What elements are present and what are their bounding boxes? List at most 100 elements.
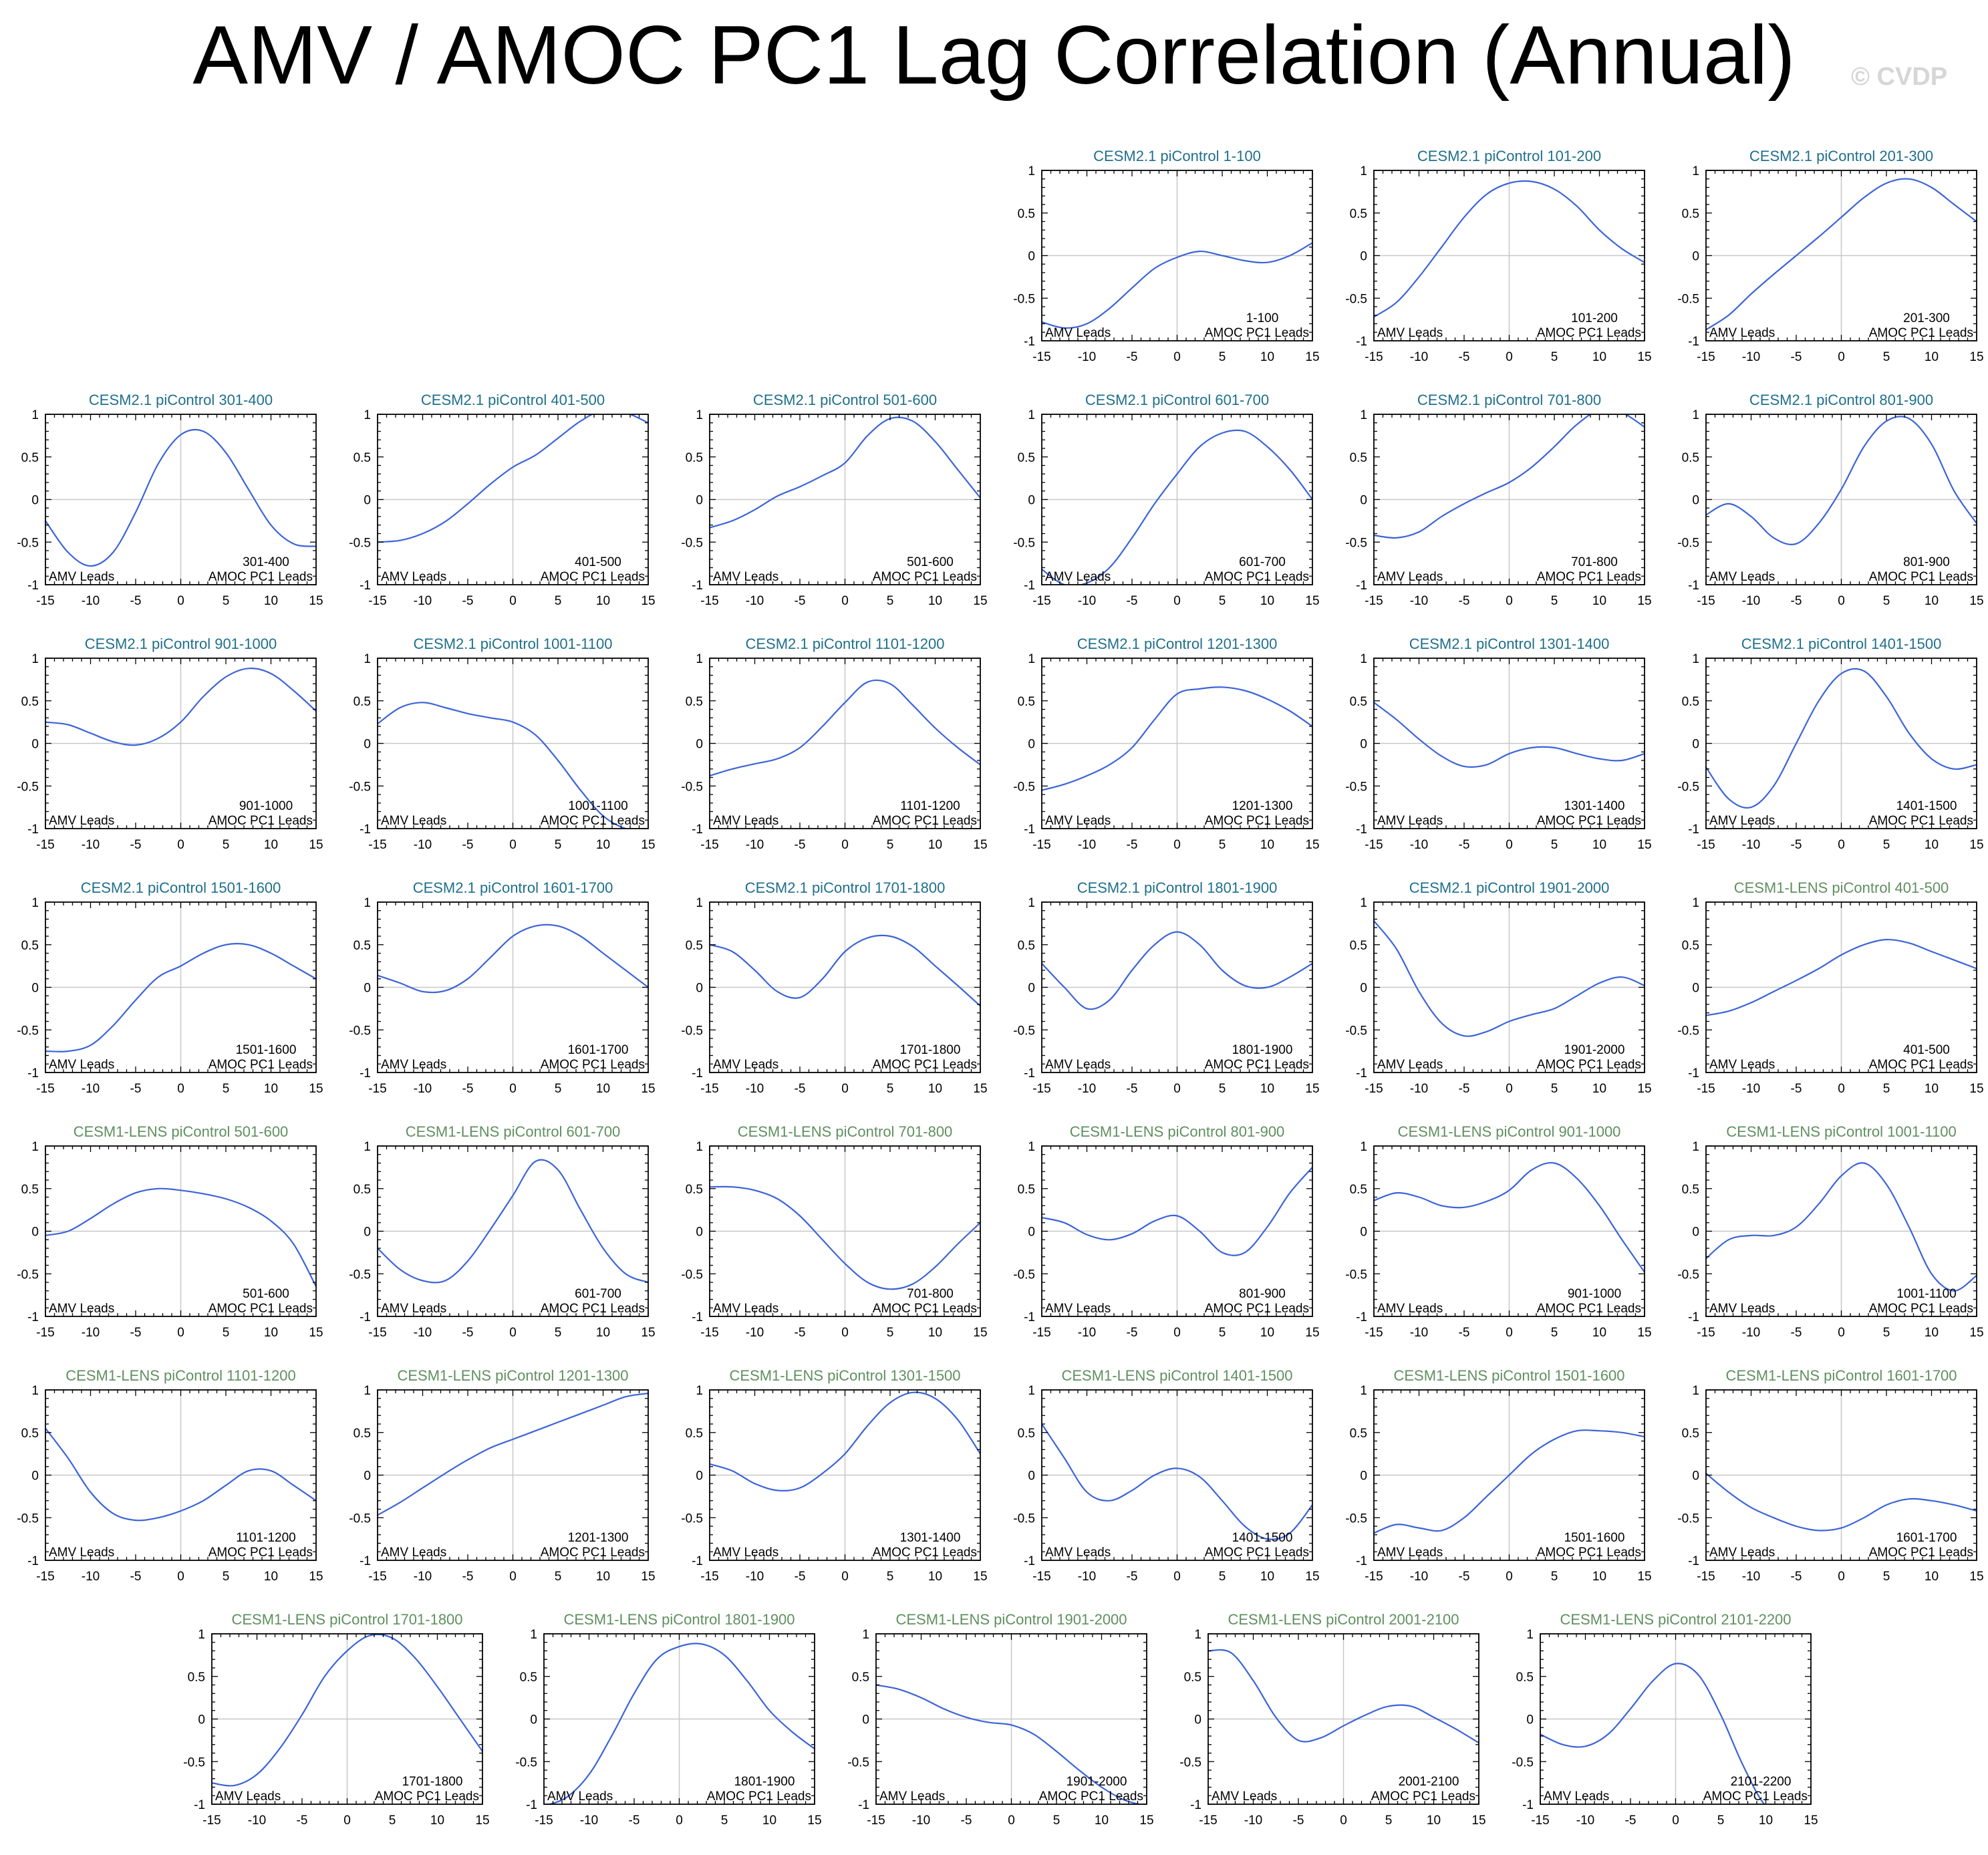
- x-tick-label: 0: [1340, 1814, 1347, 1828]
- x-tick-label: -5: [1459, 1570, 1470, 1584]
- y-tick-label: 1: [1360, 164, 1367, 178]
- y-tick-label: -0.5: [1345, 1024, 1367, 1038]
- x-tick-label: -15: [1365, 1082, 1383, 1096]
- x-tick-label: -15: [1365, 1570, 1383, 1584]
- series-line: [1374, 414, 1645, 539]
- x-tick-label: -10: [1078, 1570, 1096, 1584]
- y-tick-label: -1: [1356, 1554, 1367, 1568]
- amv-leads-label: AMV Leads: [547, 1790, 613, 1804]
- x-tick-label: 0: [1838, 838, 1845, 852]
- x-tick-label: 15: [973, 1082, 987, 1096]
- amoc-leads-label: AMOC PC1 Leads: [1869, 1058, 1973, 1072]
- x-tick-label: -5: [462, 1082, 474, 1096]
- x-tick-label: 5: [1883, 838, 1890, 852]
- amv-leads-label: AMV Leads: [1709, 1302, 1775, 1316]
- x-tick-label: 0: [1506, 1326, 1513, 1340]
- x-tick-label: 15: [641, 1082, 655, 1096]
- y-tick-label: -1: [1688, 823, 1699, 837]
- series-line: [710, 1391, 980, 1491]
- amoc-leads-label: AMOC PC1 Leads: [208, 1302, 313, 1316]
- series-line: [1042, 1423, 1312, 1540]
- y-tick-label: 0: [364, 1469, 371, 1483]
- x-tick-label: -15: [1531, 1814, 1549, 1828]
- panel-title: CESM1-LENS piControl 1601-1700: [1725, 1367, 1957, 1384]
- series-line: [45, 943, 316, 1052]
- x-tick-label: -10: [1742, 1570, 1760, 1584]
- x-tick-label: -15: [368, 1082, 386, 1096]
- panel-title: CESM2.1 piControl 1601-1700: [413, 879, 613, 896]
- y-tick-label: 0: [696, 738, 703, 752]
- amoc-leads-label: AMOC PC1 Leads: [208, 814, 313, 828]
- x-tick-label: 10: [1925, 838, 1939, 852]
- x-tick-label: -15: [1032, 838, 1050, 852]
- y-tick-label: -1: [1688, 579, 1699, 593]
- amv-leads-label: AMV Leads: [1045, 814, 1111, 828]
- amoc-leads-label: AMOC PC1 Leads: [1537, 1058, 1641, 1072]
- x-tick-label: 0: [177, 1326, 184, 1340]
- x-tick-label: -15: [700, 838, 718, 852]
- amoc-leads-label: AMOC PC1 Leads: [1537, 1302, 1641, 1316]
- x-tick-label: 10: [1592, 594, 1606, 608]
- period-label: 801-900: [1239, 1287, 1286, 1301]
- period-label: 101-200: [1571, 311, 1618, 325]
- x-tick-label: -10: [1410, 594, 1428, 608]
- series-line: [710, 679, 980, 777]
- y-tick-label: -0.5: [1013, 536, 1035, 550]
- x-tick-label: 5: [555, 1082, 562, 1096]
- x-tick-label: 10: [928, 838, 942, 852]
- x-tick-label: -10: [82, 838, 100, 852]
- x-tick-label: 15: [1969, 594, 1983, 608]
- x-tick-label: -15: [700, 594, 718, 608]
- x-tick-label: 0: [177, 838, 184, 852]
- x-tick-label: -5: [795, 594, 806, 608]
- x-tick-label: -10: [1742, 350, 1760, 364]
- y-tick-label: 0.5: [1350, 939, 1367, 953]
- y-tick-label: 0.5: [1350, 1427, 1367, 1441]
- x-tick-label: 15: [1969, 1570, 1983, 1584]
- panel-title: CESM1-LENS piControl 701-800: [738, 1123, 953, 1140]
- y-tick-label: 0.5: [1018, 695, 1035, 709]
- series-line: [1374, 1161, 1645, 1273]
- panel-title: CESM1-LENS piControl 1501-1600: [1393, 1367, 1624, 1384]
- x-tick-label: 15: [309, 594, 323, 608]
- y-tick-label: 1: [530, 1628, 537, 1642]
- y-tick-label: -1: [1356, 1310, 1367, 1324]
- x-tick-label: 15: [1305, 594, 1319, 608]
- y-tick-label: -0.5: [17, 1512, 39, 1526]
- y-tick-label: 0.5: [1018, 451, 1035, 465]
- x-tick-label: 15: [1637, 838, 1651, 852]
- x-tick-label: 15: [1969, 350, 1983, 364]
- x-tick-label: -5: [462, 594, 474, 608]
- amoc-leads-label: AMOC PC1 Leads: [1205, 326, 1309, 340]
- panel: CESM1-LENS piControl 1001-1100-15 -10 -5 0 5…: [1677, 1123, 1983, 1340]
- y-tick-label: 0.5: [1682, 1183, 1699, 1197]
- y-tick-label: 1: [1028, 1384, 1035, 1398]
- x-tick-label: 15: [641, 1326, 655, 1340]
- x-tick-label: 15: [1305, 1082, 1319, 1096]
- amoc-leads-label: AMOC PC1 Leads: [1869, 326, 1973, 340]
- amv-leads-label: AMV Leads: [1709, 814, 1775, 828]
- amoc-leads-label: AMOC PC1 Leads: [873, 814, 977, 828]
- x-tick-label: -15: [1697, 1082, 1715, 1096]
- y-tick-label: -1: [692, 1554, 703, 1568]
- x-tick-label: -15: [36, 594, 54, 608]
- panel: CESM1-LENS piControl 1601-1700-15 -10 -5 0 5…: [1677, 1367, 1983, 1584]
- amv-leads-label: AMV Leads: [1045, 326, 1111, 340]
- panel: CESM2.1 piControl 1401-1500-15 -10 -5 0 5 10 1…: [1677, 635, 1983, 852]
- amv-leads-label: AMV Leads: [1377, 1302, 1443, 1316]
- panel: CESM1-LENS piControl 2101-2200-15 -10 -5 0 5…: [1512, 1611, 1818, 1828]
- x-tick-label: 0: [1173, 1326, 1181, 1340]
- x-tick-label: -5: [1791, 594, 1802, 608]
- period-label: 701-800: [1571, 555, 1618, 569]
- y-tick-label: -1: [1024, 1554, 1035, 1568]
- x-tick-label: -15: [368, 1570, 386, 1584]
- y-tick-label: -1: [194, 1798, 205, 1812]
- x-tick-label: 5: [389, 1814, 396, 1828]
- panel: CESM2.1 piControl 101-200-15 -10 -5 0 5 10 151…: [1345, 148, 1651, 364]
- series-line: [1706, 938, 1977, 1016]
- y-tick-label: 0: [1194, 1713, 1201, 1727]
- y-tick-label: 0: [1360, 494, 1367, 508]
- panel-title: CESM1-LENS piControl 1001-1100: [1726, 1123, 1956, 1140]
- period-label: 1701-1800: [900, 1043, 961, 1057]
